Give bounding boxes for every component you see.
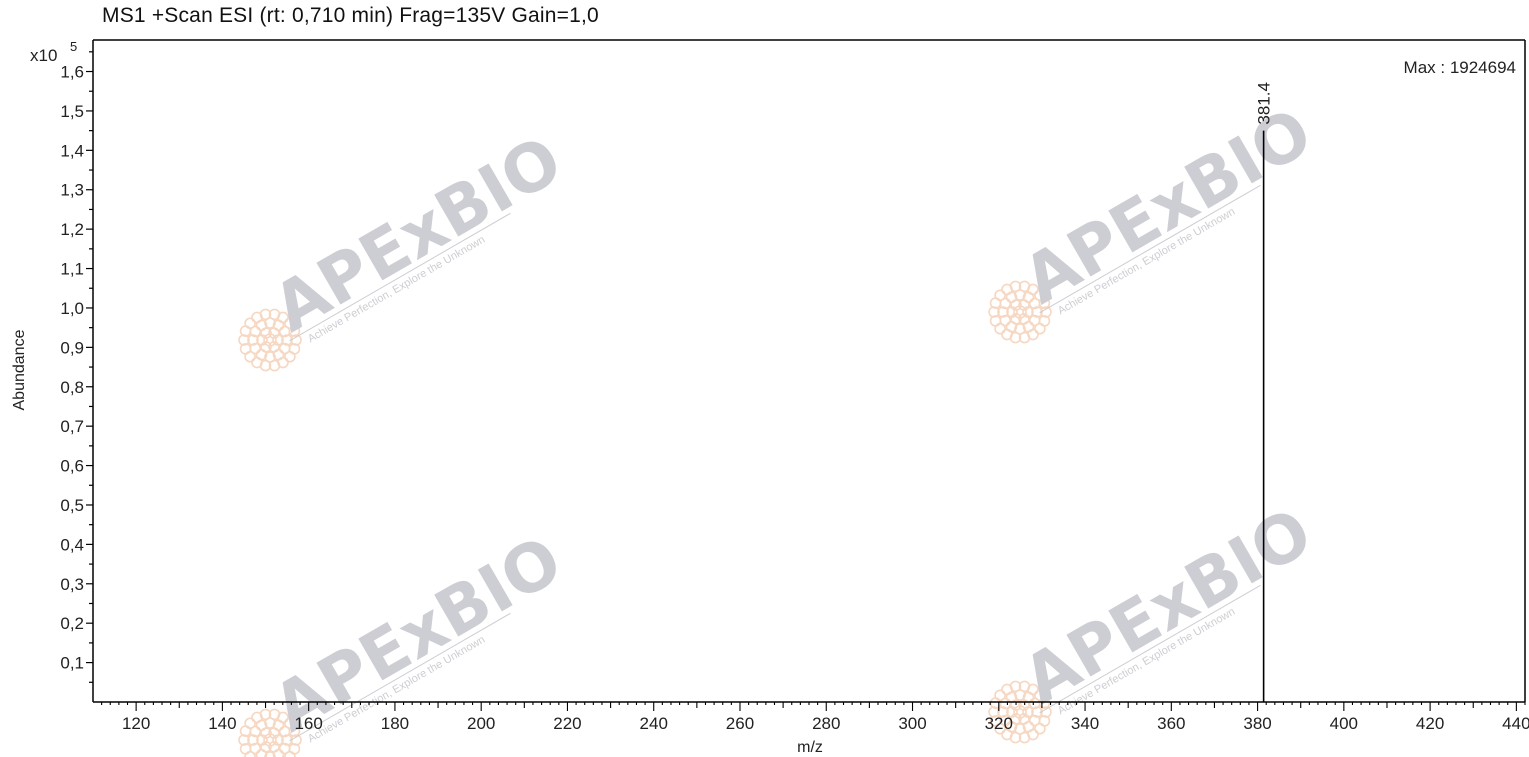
x-tick-label: 300: [898, 714, 926, 733]
x-tick-label: 420: [1416, 714, 1444, 733]
y-tick-label: 0,2: [60, 614, 84, 633]
y-tick-label: 0,3: [60, 575, 84, 594]
y-tick-label: 0,9: [60, 338, 84, 357]
peak-layer: 381.4: [1255, 82, 1274, 702]
x-tick-label: 260: [726, 714, 754, 733]
watermark-brand: APExBIO: [1011, 493, 1325, 719]
watermark-rule: [1039, 584, 1261, 714]
x-axis-title: m/z: [797, 739, 823, 756]
watermark-rule: [1039, 184, 1261, 314]
x-tick-label: 240: [640, 714, 668, 733]
y-tick-label: 1,3: [60, 181, 84, 200]
x-axis: 120 140 160 180 200 220 240 260 280 300 320 340 360 3…: [101, 702, 1529, 733]
x-tick-label: 120: [122, 714, 150, 733]
y-tick-label: 0,6: [60, 457, 84, 476]
y-tick-label: 1,2: [60, 220, 84, 239]
x-tick-label: 400: [1330, 714, 1358, 733]
apexbio-logo-icon: [988, 280, 1052, 344]
watermark-brand: APExBIO: [261, 121, 575, 347]
y-multiplier-exponent: 5: [70, 39, 77, 54]
watermark-rule: [289, 612, 511, 742]
apexbio-logo-icon: [238, 308, 302, 372]
y-axis-title: Abundance: [11, 329, 28, 410]
x-tick-label: 280: [812, 714, 840, 733]
max-abundance-label: Max : 1924694: [1404, 58, 1516, 77]
x-tick-label: 160: [294, 714, 322, 733]
y-axis: 0,1 0,2 0,3 0,4 0,5 0,6 0,7 0,8 0,9 1,0 1,1 1,2 1,3 1…: [60, 51, 93, 683]
x-tick-label: 180: [381, 714, 409, 733]
x-tick-label: 200: [467, 714, 495, 733]
x-tick-label: 340: [1071, 714, 1099, 733]
y-tick-label: 0,1: [60, 654, 84, 673]
y-tick-label: 1,5: [60, 102, 84, 121]
x-tick-label: 440: [1502, 714, 1529, 733]
y-tick-label: 1,1: [60, 260, 84, 279]
chart-title: MS1 +Scan ESI (rt: 0,710 min) Frag=135V …: [102, 4, 599, 27]
y-tick-label: 0,8: [60, 378, 84, 397]
x-tick-label: 360: [1157, 714, 1185, 733]
y-tick-label: 0,7: [60, 417, 84, 436]
apexbio-logo-icon: [988, 680, 1052, 744]
y-tick-label: 1,4: [60, 141, 84, 160]
x-tick-label: 320: [985, 714, 1013, 733]
y-tick-label: 1,6: [60, 63, 84, 82]
apexbio-logo-icon: [238, 708, 302, 757]
watermark-brand: APExBIO: [1011, 93, 1325, 319]
x-tick-label: 220: [553, 714, 581, 733]
y-tick-label: 1,0: [60, 299, 84, 318]
peak-label: 381.4: [1255, 82, 1274, 125]
x-tick-label: 380: [1243, 714, 1271, 733]
x-tick-label: 140: [208, 714, 236, 733]
watermark-rule: [289, 212, 511, 342]
y-tick-label: 0,5: [60, 496, 84, 515]
y-multiplier-label: x10: [30, 46, 57, 65]
y-tick-label: 0,4: [60, 535, 84, 554]
